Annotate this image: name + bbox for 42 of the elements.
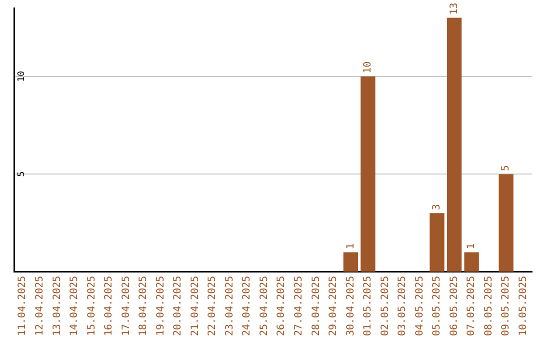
x-tick-label: 04.05.2025 — [414, 276, 426, 336]
bar — [360, 76, 376, 272]
x-tick-label: 25.04.2025 — [258, 276, 270, 336]
bar — [430, 213, 444, 272]
bar — [343, 252, 358, 272]
bar — [498, 174, 514, 272]
x-tick-label: 07.05.2025 — [466, 276, 478, 336]
x-tick-label: 20.04.2025 — [172, 276, 184, 336]
x-tick-label: 01.05.2025 — [362, 276, 374, 336]
x-tick-label: 18.04.2025 — [138, 276, 150, 336]
x-tick-label: 28.04.2025 — [310, 276, 322, 336]
x-tick-label: 23.04.2025 — [224, 276, 236, 336]
data-label: 5 — [500, 165, 512, 172]
x-tick-label: 19.04.2025 — [155, 276, 166, 336]
data-label: 13 — [448, 2, 460, 15]
data-label: 3 — [432, 204, 443, 210]
x-tick-label: 14.04.2025 — [69, 276, 80, 336]
data-label: 10 — [362, 61, 374, 74]
bar — [446, 18, 462, 272]
x-tick-label: 13.04.2025 — [52, 276, 63, 336]
x-tick-label: 02.05.2025 — [380, 276, 391, 336]
bar — [464, 252, 479, 272]
x-tick-label: 05.05.2025 — [432, 276, 443, 336]
x-tick-label: 27.04.2025 — [293, 276, 304, 336]
data-label: 1 — [466, 243, 478, 250]
x-tick-label: 06.05.2025 — [448, 276, 460, 336]
x-tick-label: 03.05.2025 — [397, 276, 408, 336]
x-tick-label: 21.04.2025 — [190, 276, 201, 336]
x-tick-label: 12.04.2025 — [34, 276, 46, 336]
x-tick-label: 08.05.2025 — [483, 276, 494, 336]
x-tick-label: 16.04.2025 — [104, 276, 115, 336]
x-tick-label: 17.04.2025 — [120, 276, 132, 336]
x-tick-label: 26.04.2025 — [276, 276, 288, 336]
x-tick-label: 11.04.2025 — [17, 276, 28, 336]
x-tick-label: 30.04.2025 — [345, 276, 356, 336]
x-tick-label: 10.05.2025 — [518, 276, 529, 336]
x-tick-label: 29.04.2025 — [328, 276, 340, 336]
data-label: 1 — [345, 243, 356, 250]
x-tick-label: 09.05.2025 — [500, 276, 512, 336]
x-tick-label: 24.04.2025 — [242, 276, 253, 336]
x-tick-label: 22.04.2025 — [207, 276, 218, 336]
x-tick-label: 15.04.2025 — [86, 276, 98, 336]
